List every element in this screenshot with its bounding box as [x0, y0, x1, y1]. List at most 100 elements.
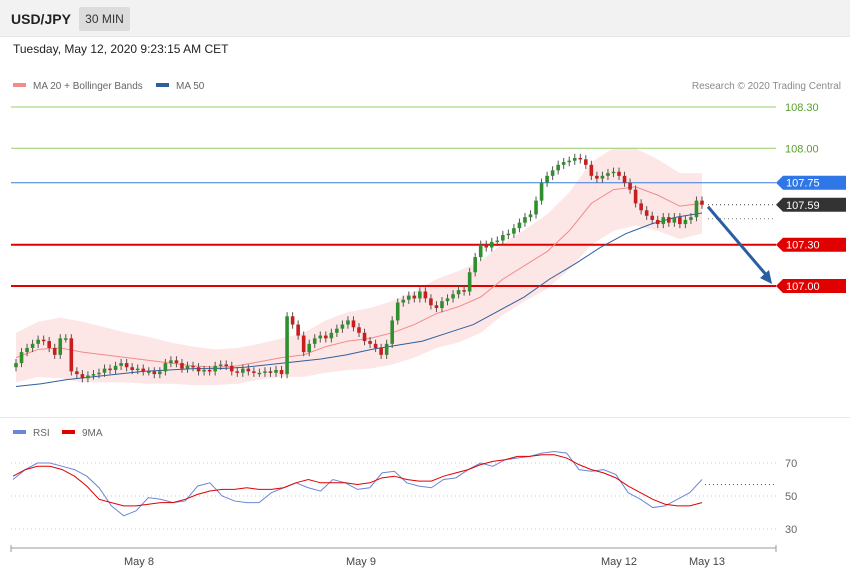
candle-body — [318, 335, 323, 339]
candle-body — [545, 175, 549, 183]
candle-body — [628, 182, 632, 190]
rsi-series-RSI — [12, 450, 703, 517]
candle-body — [213, 365, 217, 372]
rsi-series-9MA — [12, 454, 703, 507]
ma9-legend: 9MA — [62, 428, 103, 439]
level-label-107.00: 107.00 — [786, 281, 820, 293]
candle-body — [390, 320, 394, 344]
candle-body — [434, 305, 439, 309]
candle-body — [63, 338, 68, 340]
candle-body — [429, 298, 433, 306]
rsi-swatch — [13, 430, 26, 435]
x-tick-label: May 12 — [601, 556, 637, 568]
rsi-level-label-30: 30 — [785, 524, 797, 536]
candle-body — [91, 374, 96, 376]
candle-body — [462, 290, 466, 292]
level-label-107.75: 107.75 — [786, 178, 820, 190]
rsi-legend-label: RSI — [33, 428, 50, 439]
candle-body — [357, 327, 361, 333]
ma20-swatch — [13, 83, 26, 88]
candle-body — [412, 295, 417, 299]
candle-body — [235, 371, 240, 373]
candle-body — [25, 347, 29, 353]
candle-body — [191, 365, 195, 368]
bollinger-band — [16, 148, 702, 386]
ma20-line — [15, 186, 703, 368]
candle-body — [75, 371, 79, 375]
candle-body — [141, 368, 146, 372]
candle-body — [163, 363, 168, 372]
candle-body — [395, 302, 400, 321]
candle-body — [534, 200, 538, 215]
candle-body — [14, 363, 18, 368]
candle-body — [296, 324, 300, 336]
candle-body — [617, 171, 621, 176]
panel-separator — [0, 417, 850, 418]
candle-body — [467, 272, 472, 292]
credit-text: Research © 2020 Trading Central — [691, 81, 841, 92]
candle-body — [346, 320, 350, 325]
candle-body — [58, 338, 63, 355]
level-label-107.30: 107.30 — [786, 240, 820, 252]
candle-body — [384, 343, 389, 355]
level-label-108.00: 108.00 — [785, 143, 819, 155]
level-tag-107.00 — [776, 279, 846, 293]
symbol-label: USD/JPY — [11, 11, 71, 27]
candle-body — [185, 365, 190, 369]
candle-body — [340, 324, 345, 329]
candle-body — [622, 175, 627, 183]
ma9-swatch — [62, 430, 75, 435]
level-label-107.59: 107.59 — [786, 200, 820, 212]
candle-body — [678, 217, 682, 225]
candle-body — [174, 360, 179, 364]
candle-body — [335, 328, 339, 333]
timeframe-button[interactable]: 30 MIN — [79, 7, 130, 31]
candle-body — [152, 371, 157, 375]
candle-body — [523, 217, 527, 223]
candle-body — [489, 241, 494, 248]
candle-body — [169, 360, 173, 364]
ma50-legend-label: MA 50 — [176, 81, 205, 92]
ma20-legend-label: MA 20 + Bollinger Bands — [33, 81, 143, 92]
candle-body — [69, 338, 74, 372]
candle-body — [451, 294, 455, 299]
candle-body — [257, 372, 262, 375]
candle-body — [440, 301, 444, 309]
ma9-legend-label: 9MA — [82, 428, 103, 439]
candle-body — [561, 162, 566, 165]
candle-body — [246, 368, 251, 372]
candle-body — [180, 363, 184, 369]
candle-body — [218, 364, 223, 366]
candle-body — [196, 367, 201, 372]
rsi-level-label-50: 50 — [785, 491, 797, 503]
candle-body — [379, 347, 383, 355]
candle-body — [202, 369, 206, 372]
candle-body — [445, 298, 450, 302]
candle-body — [52, 347, 57, 355]
candle-body — [423, 291, 428, 299]
candle-body — [36, 339, 40, 344]
forecast-arrow-shaft — [706, 205, 770, 278]
candle-body — [611, 171, 616, 174]
candle-body — [252, 371, 256, 373]
x-tick-label: May 8 — [124, 556, 154, 568]
candle-body — [229, 365, 234, 372]
candle-body — [130, 367, 134, 370]
candle-body — [595, 175, 599, 179]
candle-body — [47, 341, 51, 348]
candle-body — [241, 368, 245, 373]
candle-body — [119, 363, 123, 366]
candle-body — [650, 215, 655, 220]
candle-body — [113, 365, 118, 370]
candle-body — [80, 374, 85, 379]
candle-body — [307, 343, 312, 353]
candle-body — [362, 332, 367, 342]
candle-body — [268, 371, 273, 373]
candle-body — [456, 290, 461, 295]
x-tick-label: May 9 — [346, 556, 376, 568]
candle-body — [539, 182, 544, 201]
candle-body — [600, 175, 605, 179]
ma50-line — [15, 212, 703, 388]
candle-body — [406, 295, 411, 300]
